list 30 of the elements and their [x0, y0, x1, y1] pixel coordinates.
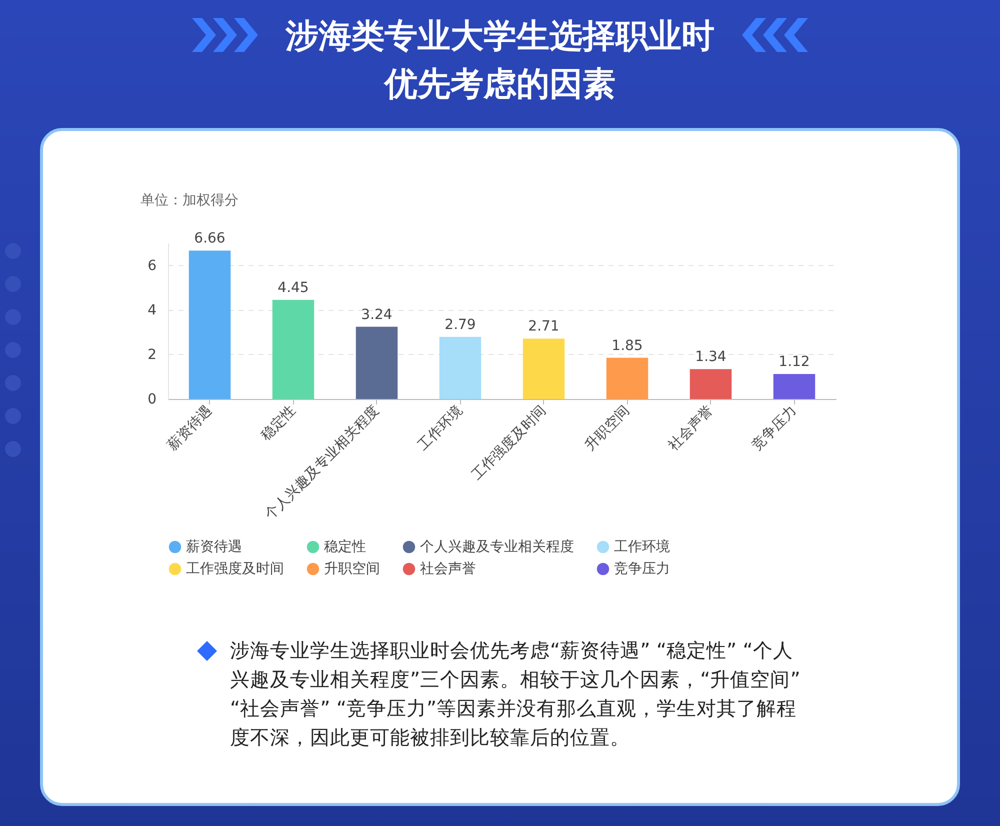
y-tick-label: 0 — [148, 392, 156, 408]
x-tick-label: 工作环境 — [414, 402, 466, 454]
text: 涉海专业学生选择职业时会优先考虑“薪资待遇” “稳定性” “个人兴趣及专业相关程度”三个因素。相较于这几个因素，“升值空间” “社会声誉” “竞争压力”等因素并没有那么直观，学生对其了解程度不深，因此更可能被排到比较靠后的位置。 — [230, 638, 802, 751]
legend-label: 个人兴趣及专业相关程度 — [420, 539, 574, 555]
y-tick-label: 6 — [148, 258, 157, 274]
data-label: 6.66 — [194, 230, 226, 247]
y-tick-label: 2 — [148, 346, 156, 363]
legend-label: 薪资待遇 — [186, 539, 242, 555]
data-label: 2.71 — [528, 318, 560, 335]
x-tick-label: 工作强度及时间 — [468, 402, 550, 484]
chart-title: 涉海类专业大学生选择职业时优先考虑的因素 — [284, 15, 716, 105]
data-label: 1.85 — [612, 338, 643, 354]
y-axis-title: 单位：加权得分 — [140, 192, 238, 208]
data-label: 1.34 — [695, 349, 726, 366]
y-tick-label: 4 — [148, 302, 157, 318]
x-tick-label: 升职空间 — [582, 402, 633, 454]
legend-label: 工作强度及时间 — [186, 561, 284, 577]
legend-label: 升职空间 — [324, 561, 380, 577]
data-label: 1.12 — [778, 354, 810, 370]
legend-label: 竞争压力 — [614, 561, 670, 577]
x-tick-label: 竞争压力 — [748, 402, 800, 454]
data-label: 4.45 — [278, 280, 309, 296]
x-tick-label: 社会声誉 — [665, 402, 716, 454]
legend-label: 稳定性 — [324, 539, 366, 555]
data-label: 3.24 — [361, 306, 392, 323]
x-tick-label: 稳定性 — [258, 402, 299, 444]
legend-label: 工作环境 — [614, 539, 670, 555]
x-tick-label: 薪资待遇 — [164, 402, 216, 454]
legend-label: 社会声誉 — [420, 561, 476, 577]
data-label: 2.79 — [444, 316, 476, 333]
